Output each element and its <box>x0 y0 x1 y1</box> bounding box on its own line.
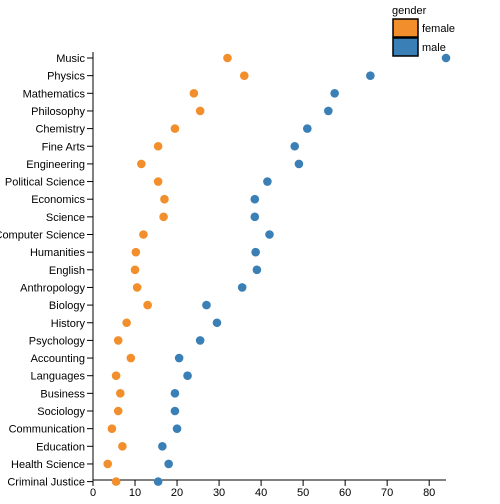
data-point-female <box>170 124 180 133</box>
legend-label-male: male <box>422 42 446 54</box>
y-tick-label: Mathematics <box>23 88 86 100</box>
y-tick-label: Political Science <box>5 177 85 189</box>
x-tick-label: 10 <box>129 487 141 499</box>
data-point-male <box>170 406 180 416</box>
data-point-female <box>160 194 169 204</box>
data-point-female <box>132 283 142 292</box>
data-point-male <box>237 283 247 292</box>
data-point-male <box>366 71 375 80</box>
y-tick-label: Physics <box>47 71 85 83</box>
y-tick-label: Fine Arts <box>42 141 86 153</box>
x-tick-label: 20 <box>171 487 183 499</box>
data-point-female <box>122 318 131 328</box>
data-point-male <box>212 318 222 328</box>
y-tick-label: Health Science <box>11 459 85 471</box>
data-point-male <box>170 389 180 398</box>
data-point-male <box>290 141 300 151</box>
y-tick-label: Computer Science <box>0 230 85 242</box>
data-point-male <box>250 194 260 204</box>
y-tick-label: Languages <box>31 371 86 383</box>
legend-label-female: female <box>422 23 455 35</box>
data-point-female <box>111 371 121 381</box>
data-point-male <box>263 177 272 186</box>
data-point-male <box>324 106 333 116</box>
data-point-female <box>195 106 205 116</box>
y-tick-label: Psychology <box>29 335 86 347</box>
y-tick-label: Chemistry <box>35 124 85 136</box>
data-point-male <box>183 371 192 381</box>
legend-swatch-female <box>392 18 419 38</box>
data-point-female <box>153 177 163 186</box>
legend: gender female male <box>392 5 455 57</box>
data-point-female <box>126 353 136 363</box>
data-point-female <box>130 265 140 275</box>
x-tick-label: 30 <box>213 487 225 499</box>
y-tick-label: Engineering <box>26 159 85 171</box>
data-point-male <box>265 230 274 239</box>
data-point-male <box>153 477 163 486</box>
data-point-female <box>139 230 148 239</box>
x-tick-label: 70 <box>381 487 393 499</box>
data-point-female <box>113 406 123 416</box>
data-point-female <box>239 71 249 80</box>
data-point-female <box>103 459 113 469</box>
data-point-male <box>250 212 260 222</box>
data-point-female <box>107 424 117 433</box>
legend-title: gender <box>392 5 427 17</box>
data-point-male <box>195 336 205 345</box>
data-point-female <box>113 336 123 345</box>
y-tick-label: Music <box>56 53 85 65</box>
data-point-female <box>137 159 146 169</box>
y-tick-label: Biology <box>49 300 86 312</box>
x-tick-label: 60 <box>339 487 351 499</box>
data-point-female <box>111 477 121 486</box>
y-tick-label: English <box>49 265 85 277</box>
y-tick-label: Education <box>36 441 85 453</box>
data-point-male <box>172 424 182 433</box>
data-point-female <box>189 89 199 98</box>
y-tick-label: Business <box>40 388 85 400</box>
data-point-male <box>441 53 451 63</box>
data-point-male <box>330 89 339 98</box>
data-point-female <box>118 442 127 451</box>
data-point-male <box>294 159 304 169</box>
data-point-male <box>202 300 211 310</box>
data-point-male <box>158 442 167 451</box>
x-tick-label: 50 <box>297 487 309 499</box>
data-point-male <box>252 265 262 275</box>
y-tick-label: Sociology <box>37 406 85 418</box>
y-tick-label: Communication <box>9 424 85 436</box>
legend-swatch-male <box>392 37 419 57</box>
data-point-female <box>116 389 125 398</box>
y-tick-label: History <box>51 318 86 330</box>
y-tick-label: Anthropology <box>20 282 85 294</box>
y-tick-label: Humanities <box>30 247 86 259</box>
y-tick-label: Science <box>46 212 85 224</box>
data-point-female <box>223 53 232 63</box>
x-tick-label: 40 <box>255 487 267 499</box>
data-point-male <box>164 459 173 469</box>
data-point-female <box>153 141 163 151</box>
data-point-female <box>131 247 141 257</box>
x-tick-label: 80 <box>423 487 435 499</box>
plot-area: Music Physics Mathematics Philosophy Chemist… <box>0 52 451 499</box>
y-tick-label: Economics <box>31 194 85 206</box>
y-tick-label: Philosophy <box>31 106 85 118</box>
data-point-male <box>174 353 184 363</box>
data-point-male <box>303 124 312 133</box>
data-point-female <box>143 300 152 310</box>
y-tick-label: Criminal Justice <box>7 477 85 489</box>
y-tick-label: Accounting <box>31 353 85 365</box>
x-tick-label: 0 <box>90 487 96 499</box>
data-point-female <box>159 212 168 222</box>
data-point-male <box>251 247 260 257</box>
